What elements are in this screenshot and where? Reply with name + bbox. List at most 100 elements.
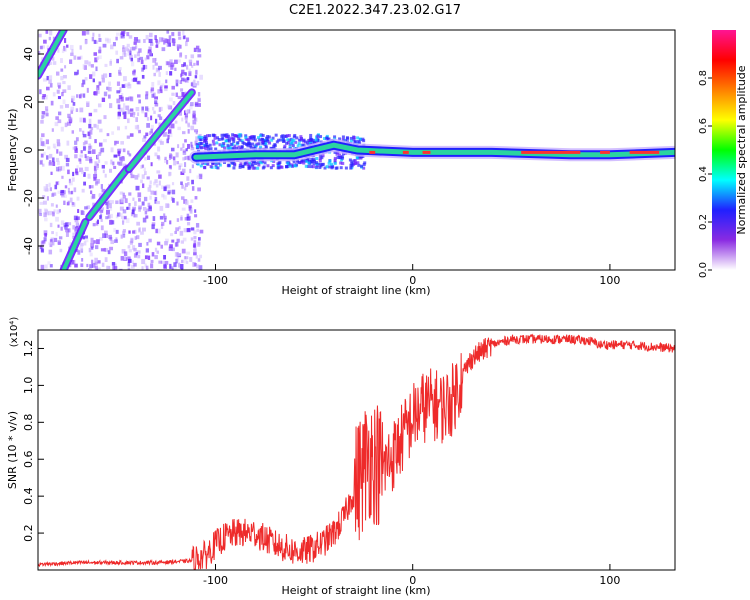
spectrogram-band-point (323, 137, 327, 141)
spectrogram-noise-point (79, 154, 84, 158)
spectrogram-noise-point (71, 49, 74, 55)
spectrogram-noise-point (147, 49, 152, 54)
spectrogram-band-point (232, 166, 236, 170)
spectrogram-noise-point (120, 234, 123, 239)
spectrogram-noise-point (161, 221, 165, 226)
spectrogram-band-point (195, 143, 199, 147)
spectrogram-noise-point (93, 177, 97, 181)
spectrogram-band-point (319, 135, 323, 139)
spectrogram-noise-point (104, 257, 108, 262)
spectrogram-band-point (244, 134, 248, 138)
spectrogram-noise-point (104, 230, 108, 235)
spectrogram-y-tick-label: 0 (22, 147, 35, 154)
spectrogram-noise-point (58, 166, 63, 171)
spectrogram-noise-point (140, 165, 143, 169)
spectrogram-noise-point (103, 247, 107, 252)
spectrogram-band-point (266, 135, 270, 139)
spectrogram-noise-point (94, 57, 98, 63)
spectrogram-noise-point (121, 248, 126, 254)
spectrogram-noise-point (39, 201, 44, 205)
spectrogram-noise-point (60, 76, 64, 81)
spectrogram-band-point (325, 165, 329, 169)
spectrogram-y-tick-label: -40 (22, 237, 35, 255)
spectrogram-noise-point (154, 62, 158, 66)
spectrogram-noise-point (159, 116, 163, 121)
spectrogram-noise-point (150, 190, 155, 195)
spectrogram-noise-point (81, 31, 86, 36)
spectrogram-noise-point (169, 124, 172, 129)
spectrogram-band-point (200, 136, 204, 140)
spectrogram-noise-point (72, 146, 76, 150)
spectrogram-noise-point (109, 236, 113, 241)
spectrogram-noise-point (93, 165, 97, 171)
spectrogram-noise-point (154, 190, 158, 196)
spectrogram-band-point (211, 139, 215, 143)
spectrogram-noise-point (116, 32, 120, 36)
spectrogram-noise-point (98, 152, 102, 156)
spectrogram-noise-point (134, 213, 138, 218)
spectrogram-noise-point (146, 123, 151, 128)
spectrogram-noise-point (82, 236, 85, 240)
spectrogram-noise-point (181, 92, 185, 97)
spectrogram-noise-point (46, 75, 49, 81)
spectrogram-noise-point (39, 245, 43, 250)
spectrogram-noise-point (135, 252, 138, 256)
spectrogram-noise-point (190, 144, 194, 148)
spectrogram-noise-point (44, 217, 48, 222)
spectrogram-noise-point (168, 35, 172, 40)
spectrogram-noise-point (117, 104, 121, 110)
spectrogram-noise-point (40, 141, 45, 146)
spectrogram-band-point (197, 135, 201, 139)
spectrogram-noise-point (148, 238, 152, 243)
spectrogram-noise-point (142, 206, 147, 211)
spectrogram-band-point (275, 140, 279, 144)
spectrogram-noise-point (196, 175, 201, 179)
spectrogram-noise-point (94, 245, 99, 250)
spectrogram-noise-point (45, 112, 49, 117)
spectrogram-band-point (320, 156, 324, 160)
spectrogram-band-point (316, 137, 320, 141)
spectrogram-noise-point (96, 165, 99, 171)
spectrogram-noise-point (185, 109, 189, 113)
spectrogram-noise-point (100, 184, 103, 189)
spectrogram-noise-point (74, 148, 78, 153)
spectrogram-noise-point (104, 74, 108, 78)
spectrogram-noise-point (122, 103, 126, 108)
spectrogram-noise-point (159, 106, 163, 111)
spectrogram-noise-point (154, 57, 158, 62)
spectrogram-band-point (266, 138, 270, 142)
spectrogram-noise-point (137, 94, 141, 98)
spectrogram-noise-point (194, 103, 198, 107)
spectrogram-noise-point (84, 154, 87, 159)
spectrogram-band-point (261, 137, 265, 141)
spectrogram-noise-point (72, 225, 75, 230)
spectrogram-noise-point (138, 207, 141, 212)
spectrogram-noise-point (197, 92, 201, 97)
spectrogram-noise-point (41, 45, 45, 49)
spectrogram-noise-point (136, 39, 141, 43)
spectrogram-noise-point (155, 67, 158, 73)
spectrogram-band-point (237, 145, 241, 149)
spectrogram-noise-point (58, 236, 63, 240)
spectrogram-noise-point (168, 61, 172, 66)
colorbar-tick-label: 0.2 (698, 214, 709, 230)
spectrogram-noise-point (136, 124, 140, 129)
spectrogram-noise-point (173, 262, 177, 267)
spectrogram-noise-point (92, 71, 96, 77)
spectrogram-noise-point (128, 153, 132, 157)
spectrogram-noise-point (159, 141, 164, 145)
spectrogram-noise-point (48, 61, 52, 65)
spectrogram-noise-point (64, 154, 69, 160)
spectrogram-noise-point (185, 64, 189, 70)
spectrogram-noise-point (169, 97, 173, 102)
spectrogram-noise-point (97, 103, 102, 108)
spectrogram-noise-point (141, 174, 145, 179)
spectrogram-noise-point (88, 247, 92, 253)
spectrogram-noise-point (49, 264, 53, 268)
spectrogram-noise-point (171, 239, 175, 243)
spectrogram-noise-point (160, 224, 164, 229)
spectrogram-noise-point (101, 164, 105, 169)
spectrogram-band-point (321, 154, 325, 158)
spectrogram-noise-point (182, 157, 186, 161)
spectrogram-band-point (323, 166, 327, 170)
